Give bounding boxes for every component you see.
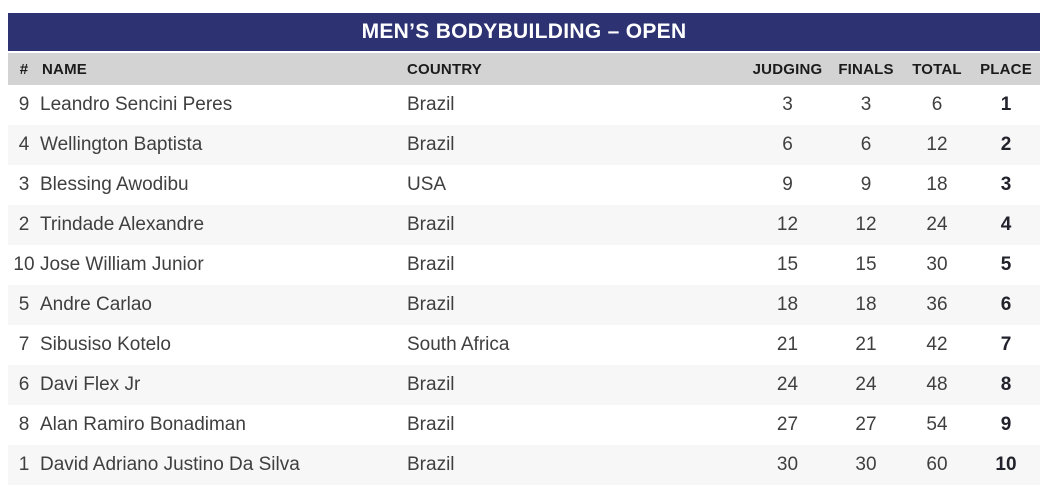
competitor-number-cell: 1 — [18, 454, 30, 475]
country-cell: Brazil — [407, 294, 455, 315]
finals-cell: 30 — [855, 454, 877, 475]
finals-cell: 27 — [855, 414, 877, 435]
country-cell: South Africa — [407, 334, 510, 355]
place-cell: 5 — [1000, 254, 1012, 275]
results-table: # NAME COUNTRY JUDGING FINALS TOTAL PLAC… — [8, 53, 1040, 485]
competitor-number-cell: 7 — [18, 334, 30, 355]
name-cell: Trindade Alexandre — [40, 214, 205, 235]
country-cell: Brazil — [407, 214, 455, 235]
finals-cell: 9 — [860, 174, 872, 195]
place-cell: 9 — [1000, 414, 1012, 435]
header-row: # NAME COUNTRY JUDGING FINALS TOTAL PLAC… — [8, 53, 1040, 85]
name-cell: Alan Ramiro Bonadiman — [40, 414, 246, 435]
country-cell: Brazil — [407, 454, 455, 475]
competitor-number-cell: 5 — [18, 294, 30, 315]
place-cell: 4 — [1000, 214, 1012, 235]
name-cell: Jose William Junior — [40, 254, 204, 275]
table-row: 10 Jose William Junior Brazil 15 15 30 5 — [8, 245, 1040, 285]
table-row: 5 Andre Carlao Brazil 18 18 36 6 — [8, 285, 1040, 325]
judging-cell: 21 — [776, 334, 799, 355]
country-cell: Brazil — [407, 94, 455, 115]
name-cell: Sibusiso Kotelo — [40, 334, 171, 355]
page-title: MEN’S BODYBUILDING – OPEN — [8, 13, 1040, 51]
judging-cell: 30 — [776, 454, 799, 475]
finals-cell: 18 — [855, 294, 877, 315]
table-row: 1 David Adriano Justino Da Silva Brazil … — [8, 445, 1040, 485]
competitor-number-cell: 8 — [18, 414, 30, 435]
judging-cell: 9 — [782, 174, 793, 195]
country-cell: Brazil — [407, 254, 455, 275]
column-header-total: TOTAL — [902, 53, 972, 85]
competitor-number-cell: 3 — [18, 174, 30, 195]
country-cell: Brazil — [407, 374, 455, 395]
judging-cell: 24 — [776, 374, 799, 395]
table-row: 9 Leandro Sencini Peres Brazil 3 3 6 1 — [8, 85, 1040, 125]
competitor-number-cell: 6 — [18, 374, 30, 395]
place-cell: 1 — [1000, 94, 1012, 115]
total-cell: 42 — [926, 334, 948, 355]
name-cell: Blessing Awodibu — [40, 174, 189, 195]
judging-cell: 12 — [776, 214, 799, 235]
competitor-number-cell: 4 — [18, 134, 30, 155]
judging-cell: 15 — [776, 254, 799, 275]
name-cell: Davi Flex Jr — [40, 374, 141, 395]
judging-cell: 6 — [782, 134, 793, 155]
finals-cell: 21 — [855, 334, 877, 355]
total-cell: 18 — [926, 174, 948, 195]
place-cell: 10 — [995, 454, 1017, 475]
judging-cell: 27 — [776, 414, 799, 435]
country-cell: Brazil — [407, 134, 455, 155]
place-cell: 3 — [1000, 174, 1012, 195]
name-cell: Andre Carlao — [40, 294, 152, 315]
finals-cell: 15 — [855, 254, 877, 275]
table-row: 4 Wellington Baptista Brazil 6 6 12 2 — [8, 125, 1040, 165]
judging-cell: 18 — [776, 294, 799, 315]
name-cell: David Adriano Justino Da Silva — [40, 454, 300, 475]
total-cell: 24 — [926, 214, 948, 235]
competitor-number-cell: 9 — [18, 94, 30, 115]
column-header-finals: FINALS — [830, 53, 902, 85]
country-cell: USA — [407, 174, 447, 195]
place-cell: 6 — [1000, 294, 1012, 315]
finals-cell: 3 — [860, 94, 872, 115]
finals-cell: 6 — [860, 134, 872, 155]
finals-cell: 24 — [855, 374, 877, 395]
total-cell: 36 — [926, 294, 948, 315]
table-row: 7 Sibusiso Kotelo South Africa 21 21 42 … — [8, 325, 1040, 365]
total-cell: 30 — [926, 254, 948, 275]
total-cell: 60 — [926, 454, 948, 475]
total-cell: 48 — [926, 374, 948, 395]
total-cell: 54 — [926, 414, 948, 435]
competitor-number-cell: 10 — [13, 254, 35, 275]
results-report: MEN’S BODYBUILDING – OPEN # NAME COUNTRY… — [8, 13, 1040, 485]
table-row: 3 Blessing Awodibu USA 9 9 18 3 — [8, 165, 1040, 205]
column-header-place: PLACE — [972, 53, 1040, 85]
name-cell: Wellington Baptista — [40, 134, 203, 155]
competitor-number-cell: 2 — [18, 214, 30, 235]
table-row: 2 Trindade Alexandre Brazil 12 12 24 4 — [8, 205, 1040, 245]
place-cell: 8 — [1000, 374, 1012, 395]
column-header-country: COUNTRY — [405, 53, 745, 85]
column-header-number: # — [8, 53, 40, 85]
place-cell: 7 — [1000, 334, 1012, 355]
column-header-judging: JUDGING — [745, 53, 830, 85]
judging-cell: 3 — [782, 94, 793, 115]
total-cell: 12 — [926, 134, 948, 155]
table-row: 8 Alan Ramiro Bonadiman Brazil 27 27 54 … — [8, 405, 1040, 445]
column-header-name: NAME — [40, 53, 405, 85]
table-row: 6 Davi Flex Jr Brazil 24 24 48 8 — [8, 365, 1040, 405]
finals-cell: 12 — [855, 214, 877, 235]
total-cell: 6 — [931, 94, 943, 115]
country-cell: Brazil — [407, 414, 455, 435]
name-cell: Leandro Sencini Peres — [40, 94, 233, 115]
place-cell: 2 — [1000, 134, 1012, 155]
